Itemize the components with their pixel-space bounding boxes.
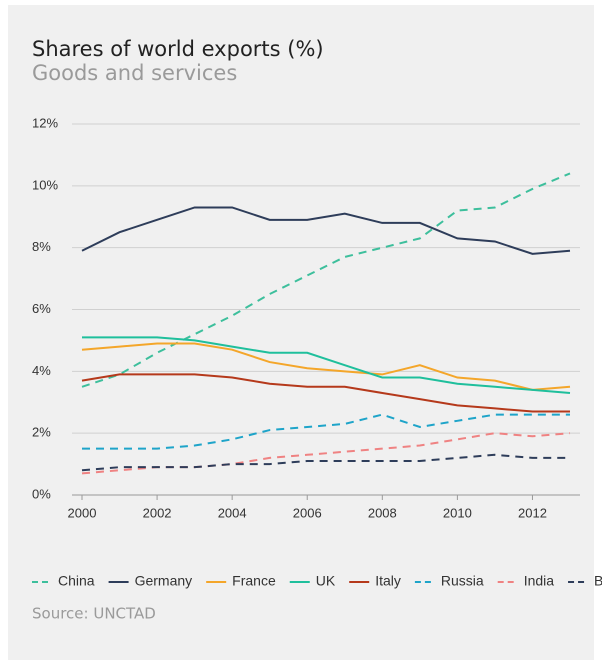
chart-title: Shares of world exports (%)	[32, 37, 324, 61]
legend-label: UK	[316, 573, 336, 589]
y-tick-label: 4%	[32, 363, 51, 378]
legend-label: China	[58, 573, 95, 589]
legend-label: Russia	[441, 573, 484, 589]
y-tick-label: 6%	[32, 301, 51, 316]
line	[81, 453, 570, 472]
x-tick-label: 2010	[443, 505, 472, 520]
x-tick-label: 2002	[143, 505, 172, 520]
line	[81, 172, 571, 388]
legend-item: India	[497, 573, 555, 589]
line	[81, 373, 570, 413]
line	[81, 342, 571, 391]
legend-label: Germany	[135, 573, 193, 589]
legend-label: Italy	[375, 573, 401, 589]
line	[81, 432, 571, 475]
x-tick-label: 2004	[218, 505, 247, 520]
legend-item: Italy	[349, 573, 401, 589]
legend-item: Russia	[414, 573, 484, 589]
legend-label: France	[232, 573, 276, 589]
chart-subtitle: Goods and services	[32, 61, 237, 85]
x-tick-label: 2000	[68, 505, 97, 520]
line	[82, 413, 570, 450]
y-tick-label: 2%	[32, 425, 51, 440]
line	[81, 206, 571, 255]
y-tick-label: 10%	[32, 177, 58, 192]
legend-item: France	[206, 573, 276, 589]
legend-label: Brazil	[594, 573, 602, 589]
y-tick-label: 0%	[32, 486, 51, 501]
x-tick-label: 2012	[518, 505, 547, 520]
source: Source: UNCTAD	[32, 605, 156, 623]
panel	[8, 5, 594, 660]
y-tick-label: 12%	[32, 115, 58, 130]
legend-item: China	[32, 573, 95, 589]
legend-label: India	[524, 573, 555, 589]
y-tick-label: 8%	[32, 239, 51, 254]
x-tick-label: 2008	[368, 505, 397, 520]
line	[82, 336, 571, 394]
x-tick-label: 2006	[293, 505, 322, 520]
legend-item: Brazil	[568, 573, 602, 589]
legend-item: UK	[289, 573, 336, 589]
legend-item: Germany	[108, 573, 193, 589]
